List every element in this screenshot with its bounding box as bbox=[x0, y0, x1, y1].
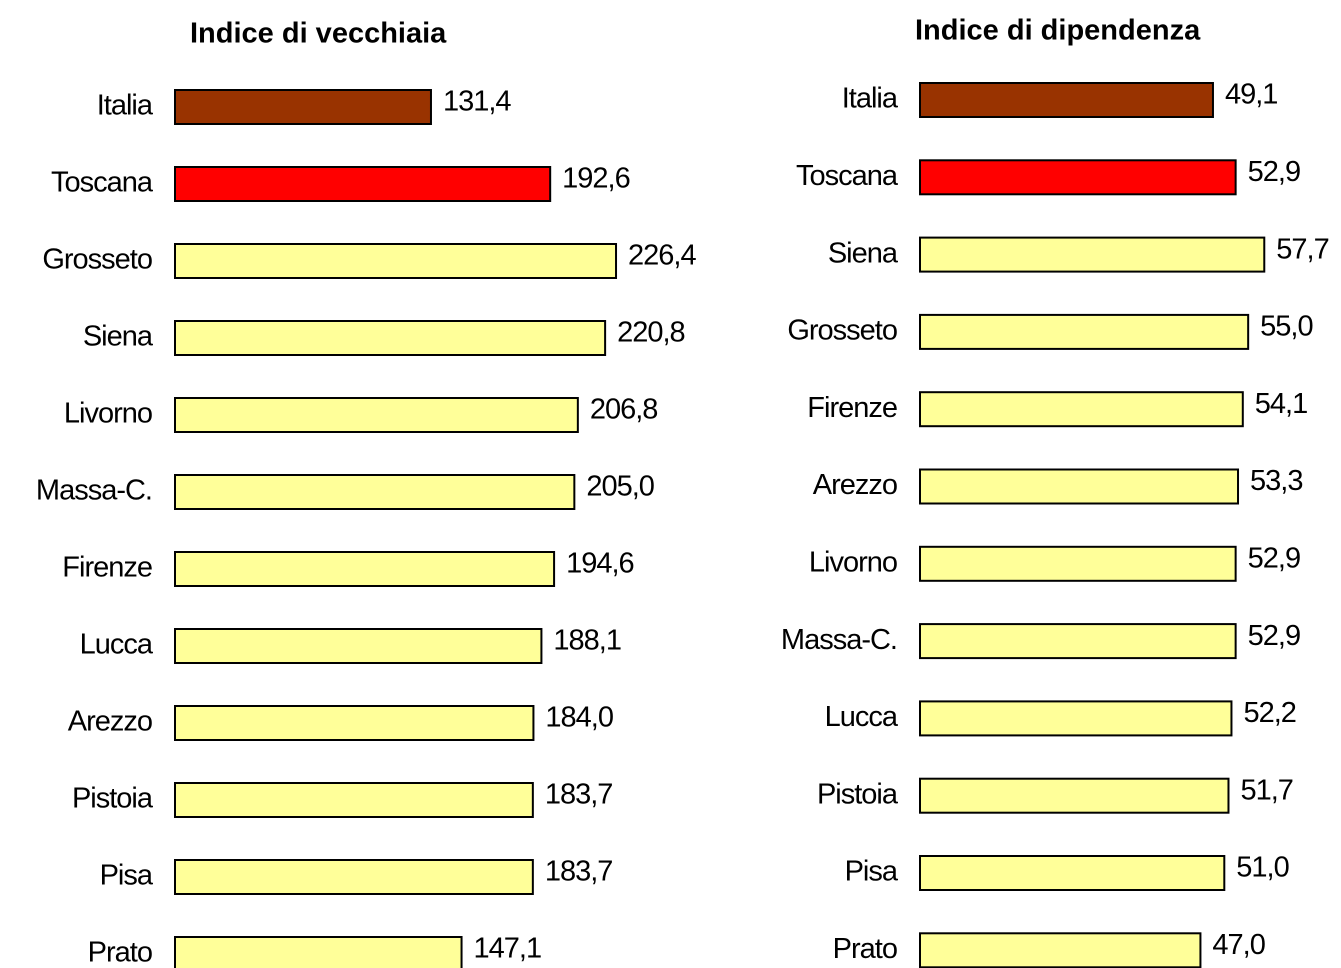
category-label: Pistoia bbox=[817, 778, 899, 810]
value-label: 194,6 bbox=[566, 548, 634, 580]
bar bbox=[174, 782, 534, 818]
category-label: Italia bbox=[842, 83, 899, 115]
value-label: 52,9 bbox=[1248, 156, 1300, 188]
bar bbox=[919, 468, 1240, 505]
category-label: Siena bbox=[83, 321, 154, 353]
value-label: 226,4 bbox=[628, 240, 696, 272]
bar bbox=[919, 391, 1244, 428]
value-label: 147,1 bbox=[474, 933, 542, 965]
category-label: Pisa bbox=[845, 856, 899, 888]
category-label: Lucca bbox=[825, 701, 899, 733]
value-label: 184,0 bbox=[545, 702, 613, 734]
bar bbox=[174, 320, 607, 356]
bar bbox=[174, 397, 579, 433]
category-label: Firenze bbox=[807, 392, 897, 424]
value-label: 51,0 bbox=[1236, 852, 1288, 884]
value-label: 131,4 bbox=[443, 86, 511, 118]
value-label: 192,6 bbox=[562, 163, 630, 195]
value-label: 206,8 bbox=[590, 394, 658, 426]
bar bbox=[919, 82, 1214, 118]
category-label: Firenze bbox=[62, 552, 152, 584]
value-label: 220,8 bbox=[617, 317, 685, 349]
chart-title: Indice di vecchiaia bbox=[190, 18, 447, 50]
bar bbox=[919, 236, 1266, 273]
value-label: 52,2 bbox=[1243, 697, 1295, 729]
category-label: Massa-C. bbox=[781, 624, 897, 656]
bar bbox=[174, 705, 535, 741]
category-label: Pistoia bbox=[72, 783, 154, 815]
bar bbox=[919, 932, 1202, 968]
category-label: Massa-C. bbox=[36, 475, 152, 507]
value-label: 49,1 bbox=[1225, 79, 1277, 111]
value-label: 188,1 bbox=[553, 625, 621, 657]
category-label: Grosseto bbox=[42, 244, 152, 276]
bar bbox=[174, 859, 534, 895]
value-label: 57,7 bbox=[1276, 233, 1328, 265]
bar bbox=[919, 855, 1226, 891]
bar bbox=[919, 313, 1250, 350]
category-label: Livorno bbox=[64, 398, 152, 430]
bar bbox=[174, 551, 556, 587]
bar bbox=[919, 700, 1233, 737]
chart-title: Indice di dipendenza bbox=[915, 15, 1201, 47]
bar bbox=[174, 628, 543, 664]
bar bbox=[174, 243, 618, 279]
value-label: 52,9 bbox=[1248, 542, 1300, 574]
bar bbox=[174, 166, 552, 202]
value-label: 52,9 bbox=[1248, 620, 1300, 652]
category-label: Prato bbox=[88, 937, 152, 968]
category-label: Toscana bbox=[796, 160, 899, 192]
value-label: 54,1 bbox=[1255, 388, 1307, 420]
value-label: 55,0 bbox=[1260, 311, 1312, 343]
value-label: 47,0 bbox=[1212, 929, 1264, 961]
category-label: Arezzo bbox=[813, 469, 897, 501]
category-label: Pisa bbox=[100, 860, 154, 892]
bar bbox=[174, 89, 432, 125]
bar bbox=[174, 936, 463, 968]
bar bbox=[174, 474, 576, 510]
bar bbox=[919, 777, 1230, 814]
bar bbox=[919, 623, 1237, 660]
bar bbox=[919, 159, 1237, 196]
category-label: Italia bbox=[97, 90, 154, 122]
value-label: 205,0 bbox=[586, 471, 654, 503]
value-label: 183,7 bbox=[545, 856, 613, 888]
category-label: Livorno bbox=[809, 546, 897, 578]
category-label: Grosseto bbox=[787, 315, 897, 347]
category-label: Siena bbox=[828, 237, 899, 269]
category-label: Prato bbox=[833, 933, 897, 965]
category-label: Toscana bbox=[51, 167, 154, 199]
category-label: Lucca bbox=[80, 629, 154, 661]
category-label: Arezzo bbox=[68, 706, 152, 738]
value-label: 183,7 bbox=[545, 779, 613, 811]
value-label: 53,3 bbox=[1250, 465, 1302, 497]
value-label: 51,7 bbox=[1240, 774, 1292, 806]
bar bbox=[919, 545, 1237, 582]
